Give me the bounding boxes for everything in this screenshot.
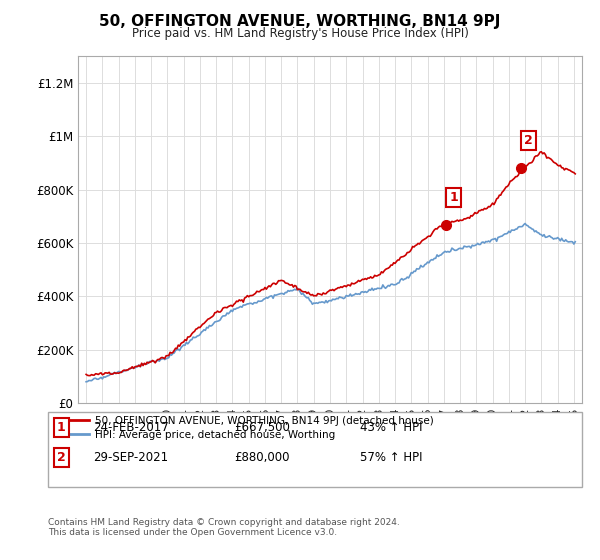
Text: 57% ↑ HPI: 57% ↑ HPI <box>360 451 422 464</box>
Text: £880,000: £880,000 <box>234 451 290 464</box>
Text: 50, OFFINGTON AVENUE, WORTHING, BN14 9PJ: 50, OFFINGTON AVENUE, WORTHING, BN14 9PJ <box>100 14 500 29</box>
Text: 2: 2 <box>524 134 533 147</box>
Text: 1: 1 <box>449 191 458 204</box>
Text: 1: 1 <box>57 421 66 434</box>
Text: 43% ↑ HPI: 43% ↑ HPI <box>360 421 422 434</box>
Text: Contains HM Land Registry data © Crown copyright and database right 2024.
This d: Contains HM Land Registry data © Crown c… <box>48 518 400 538</box>
Legend: 50, OFFINGTON AVENUE, WORTHING, BN14 9PJ (detached house), HPI: Average price, d: 50, OFFINGTON AVENUE, WORTHING, BN14 9PJ… <box>59 412 437 444</box>
Text: £667,500: £667,500 <box>234 421 290 434</box>
Text: 24-FEB-2017: 24-FEB-2017 <box>93 421 169 434</box>
Text: 2: 2 <box>57 451 66 464</box>
Text: Price paid vs. HM Land Registry's House Price Index (HPI): Price paid vs. HM Land Registry's House … <box>131 27 469 40</box>
Text: 29-SEP-2021: 29-SEP-2021 <box>93 451 168 464</box>
